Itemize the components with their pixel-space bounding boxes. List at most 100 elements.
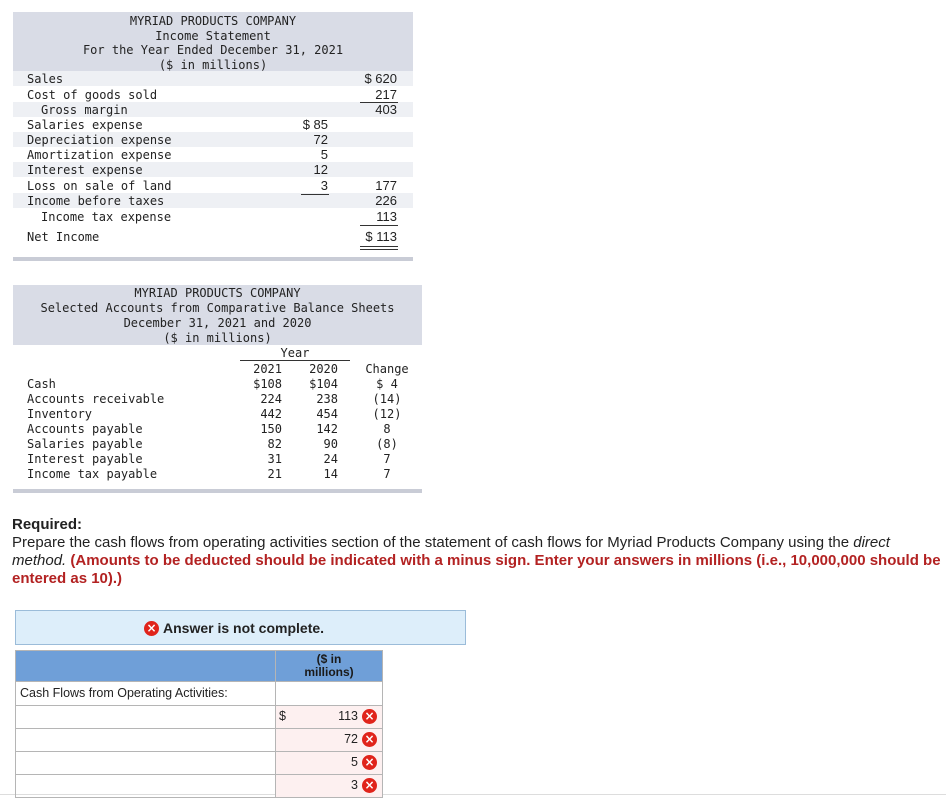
row-label: Accounts receivable — [27, 392, 165, 406]
total: 403 — [375, 102, 397, 117]
row-label: Income before taxes — [27, 194, 165, 208]
error-icon: × — [362, 755, 377, 770]
total: 113 — [376, 209, 397, 224]
amount: 3 — [320, 178, 328, 193]
error-icon: × — [362, 778, 377, 793]
input-value: 3 — [351, 778, 358, 792]
row-label: Loss on sale of land — [27, 179, 172, 193]
amount: $ 85 — [302, 117, 328, 132]
cell-value: (8) — [376, 437, 398, 451]
cell-value: 7 — [383, 467, 391, 481]
input-value: 5 — [351, 755, 358, 769]
cell-value: 31 — [267, 452, 282, 466]
row-label: Net Income — [27, 230, 100, 244]
cell-value: $ 4 — [376, 377, 398, 391]
cell-value: $104 — [309, 377, 338, 391]
total: $ 620 — [364, 71, 397, 86]
error-icon: × — [362, 709, 377, 724]
underline — [301, 194, 329, 195]
column-header: Change — [365, 362, 409, 376]
answer-status: Answer is not complete. — [163, 620, 325, 636]
cell-value: 24 — [323, 452, 338, 466]
header-band — [13, 285, 422, 345]
required-body: Prepare the cash flows from operating ac… — [12, 534, 850, 551]
cell-value: 90 — [323, 437, 338, 451]
divider — [0, 794, 946, 795]
row-label: Interest payable — [27, 452, 143, 466]
header-band — [13, 12, 413, 72]
row-label-cell — [15, 705, 276, 729]
column-header: 2020 — [309, 362, 338, 376]
row-label: Depreciation expense — [27, 133, 172, 147]
row-stripe — [13, 132, 413, 147]
cell-value: 8 — [383, 422, 391, 436]
title-line: ($ in millions) — [158, 58, 268, 72]
row-label: Income tax expense — [41, 210, 172, 224]
currency-prefix: $ — [279, 709, 286, 723]
cell-value: 7 — [383, 452, 391, 466]
row-label: Interest expense — [27, 163, 143, 177]
cell-value: 238 — [316, 392, 338, 406]
column-header: ($ in millions) — [275, 650, 383, 682]
row-label: Accounts payable — [27, 422, 143, 436]
section-label: Cash Flows from Operating Activities: — [15, 681, 276, 706]
input-value: 113 — [338, 709, 358, 723]
year-header: Year — [280, 346, 310, 360]
total: 217 — [375, 87, 397, 102]
cell-value: 150 — [260, 422, 282, 436]
underline — [360, 225, 398, 226]
header-cell — [15, 650, 276, 682]
cell-value: 454 — [316, 407, 338, 421]
row-stripe — [13, 193, 413, 208]
total: 177 — [375, 178, 397, 193]
title-line: MYRIAD PRODUCTS COMPANY — [129, 14, 297, 28]
row-label: Amortization expense — [27, 148, 172, 162]
title-line: ($ in millions) — [163, 331, 272, 345]
underline — [360, 246, 398, 247]
row-label: Cost of goods sold — [27, 88, 158, 102]
title-line: For the Year Ended December 31, 2021 — [82, 43, 344, 57]
input-value: 72 — [344, 732, 358, 746]
total: $ 113 — [365, 229, 397, 244]
row-label: Gross margin — [41, 103, 128, 117]
amount: 12 — [313, 162, 328, 177]
amount: 5 — [320, 147, 328, 162]
column-header: 2021 — [253, 362, 282, 376]
cell-value: (14) — [372, 392, 402, 406]
title-line: MYRIAD PRODUCTS COMPANY — [134, 286, 301, 300]
row-stripe — [13, 102, 413, 117]
title-line: December 31, 2021 and 2020 — [123, 316, 312, 330]
cell-value: 14 — [323, 467, 338, 481]
total: 226 — [375, 193, 397, 208]
bottom-bar — [13, 257, 413, 261]
row-label-cell — [15, 728, 276, 752]
cell-value: 21 — [267, 467, 282, 481]
row-label-cell — [15, 751, 276, 775]
cell-value: 224 — [260, 392, 282, 406]
row-label: Salaries payable — [27, 437, 143, 451]
cell-value: (12) — [372, 407, 402, 421]
required-emphasis: direct method. — [12, 534, 890, 569]
cell-value: 142 — [316, 422, 338, 436]
cell-value: 82 — [267, 437, 282, 451]
row-label: Income tax payable — [27, 467, 158, 481]
amount: 72 — [313, 132, 328, 147]
required-text: Prepare the cash flows from operating ac… — [12, 534, 942, 588]
required-label: Required: — [12, 516, 83, 533]
empty-cell — [275, 681, 383, 706]
required-instruction: (Amounts to be deducted should be indica… — [12, 552, 941, 587]
row-label: Sales — [27, 72, 64, 86]
error-icon: × — [362, 732, 377, 747]
row-stripe — [13, 71, 413, 86]
row-label: Salaries expense — [27, 118, 143, 132]
answer-status-box: × Answer is not complete. — [15, 610, 466, 645]
title-line: Selected Accounts from Comparative Balan… — [40, 301, 395, 315]
cell-value: $108 — [253, 377, 282, 391]
row-label: Inventory — [27, 407, 93, 421]
bottom-bar — [13, 489, 422, 493]
cell-value: 442 — [260, 407, 282, 421]
underline — [240, 360, 350, 361]
error-icon: × — [144, 621, 159, 636]
row-label-cell — [15, 774, 276, 798]
